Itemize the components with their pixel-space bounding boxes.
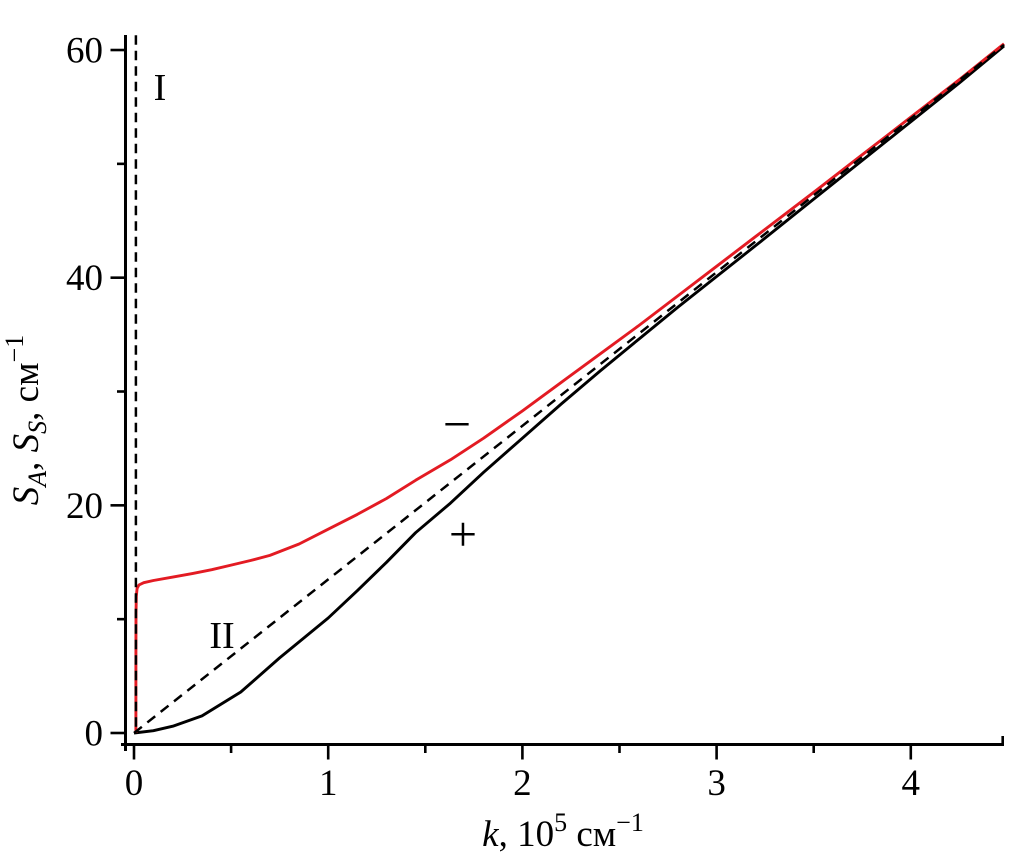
x-tick-label: 0 <box>125 763 144 804</box>
line-II-dashed <box>133 43 1005 734</box>
y-tick-label: 40 <box>66 258 103 299</box>
curve-plus-black <box>133 44 1005 735</box>
y-tick-label: 0 <box>85 714 104 755</box>
x-tick-label: 2 <box>513 763 532 804</box>
x-axis-label: k, 105 см−1 <box>482 808 644 855</box>
y-axis-label: SA, SS, см−1 <box>0 335 52 505</box>
y-tick-label: 60 <box>66 31 103 72</box>
label-minus: − <box>443 396 471 452</box>
y-tick-label: 20 <box>66 486 103 527</box>
label-I: I <box>154 67 167 109</box>
x-tick-label: 1 <box>319 763 338 804</box>
x-tick-label: 4 <box>902 763 921 804</box>
label-plus: + <box>449 506 477 562</box>
x-tick-label: 3 <box>707 763 726 804</box>
curve-minus-red <box>134 42 1005 733</box>
label-II: II <box>209 615 234 657</box>
